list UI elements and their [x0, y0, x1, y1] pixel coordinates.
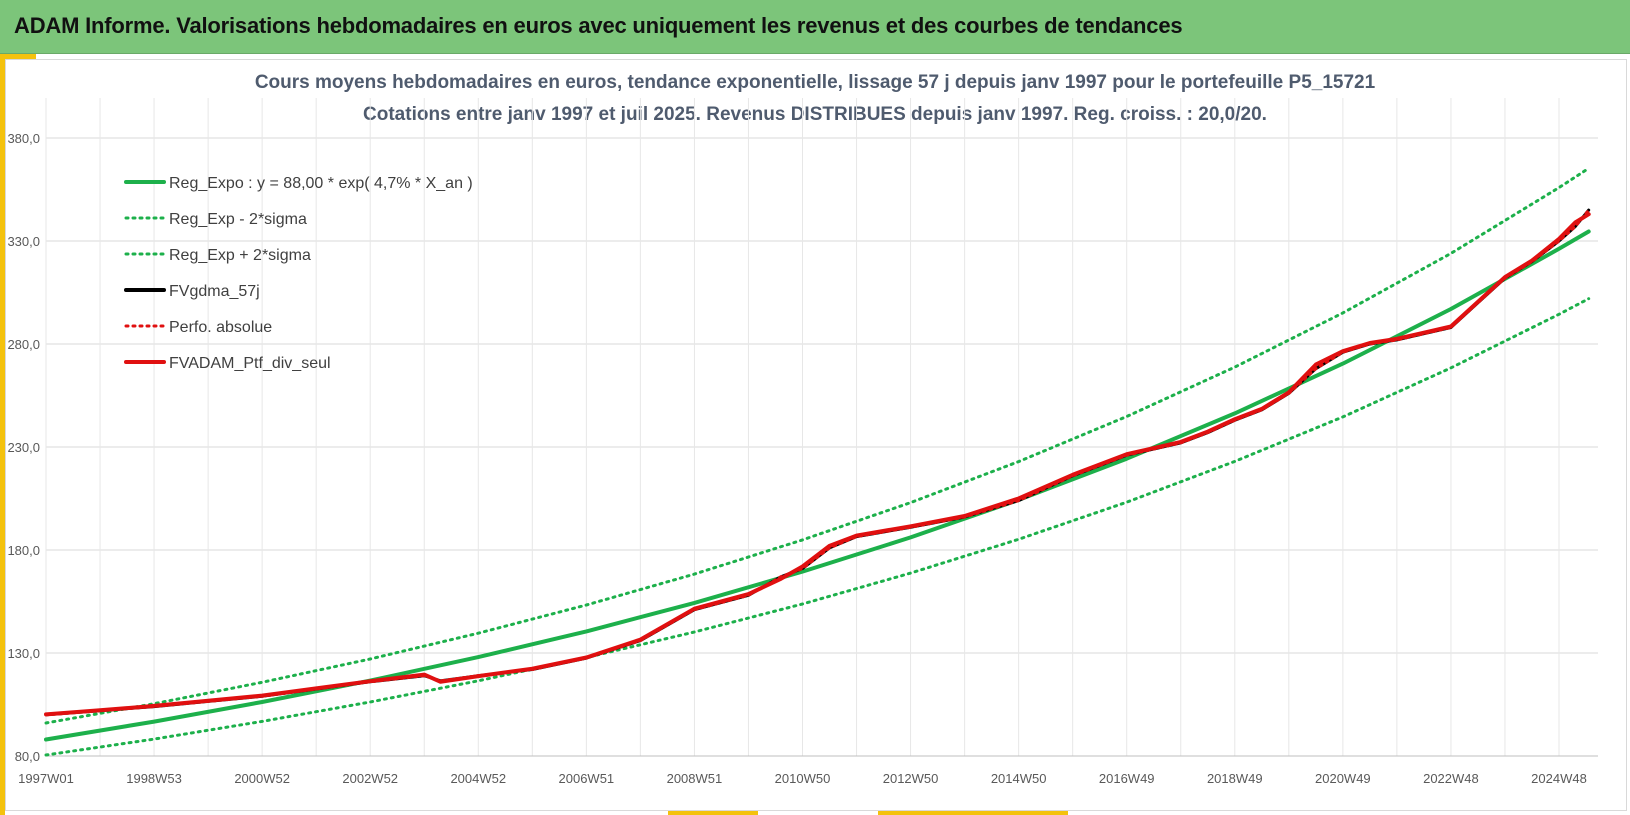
x-tick-label: 1997W01: [18, 771, 74, 786]
legend-label: Reg_Exp - 2*sigma: [169, 211, 307, 228]
x-tick-label: 2008W51: [667, 771, 723, 786]
series-line-3: [44, 208, 1591, 717]
x-tick-label: 2016W49: [1099, 771, 1155, 786]
chart-subtitle: Cotations entre janv 1997 et juil 2025. …: [363, 104, 1267, 125]
legend-label: Reg_Expo : y = 88,00 * exp( 4,7% * X_an …: [169, 175, 473, 192]
x-tick-label: 2006W51: [559, 771, 615, 786]
legend: Reg_Expo : y = 88,00 * exp( 4,7% * X_an …: [124, 175, 473, 372]
x-tick-label: 2022W48: [1423, 771, 1479, 786]
x-tick-label: 2000W52: [234, 771, 290, 786]
chart-frame: [5, 59, 1627, 811]
report-title: ADAM Informe. Valorisations hebdomadaire…: [14, 13, 1183, 38]
y-tick-label: 330,0: [7, 234, 40, 249]
axis-layer: 80,0 130,0 180,0 230,0 280,0 330,0 380,0 1997W0…: [7, 131, 1598, 786]
report-header: ADAM Informe. Valorisations hebdomadaire…: [0, 0, 1630, 54]
series-line-4: [44, 208, 1591, 717]
series-line-2: [44, 166, 1591, 725]
y-tick-label: 180,0: [7, 543, 40, 558]
legend-label: Reg_Exp + 2*sigma: [169, 247, 311, 264]
x-tick-label: 2010W50: [775, 771, 831, 786]
series-line-0: [44, 229, 1591, 742]
x-tick-label: 2018W49: [1207, 771, 1263, 786]
x-tick-label: 2004W52: [450, 771, 506, 786]
legend-label: Perfo. absolue: [169, 319, 272, 336]
legend-label: FVADAM_Ptf_div_seul: [169, 355, 331, 372]
accent-bar-left: [0, 54, 5, 815]
accent-bar-bottom-2: [878, 811, 1068, 815]
accent-bar-top: [0, 54, 36, 59]
x-tick-label: 2014W50: [991, 771, 1047, 786]
legend-label: FVgdma_57j: [169, 283, 260, 300]
y-tick-label: 280,0: [7, 337, 40, 352]
y-tick-label: 130,0: [7, 646, 40, 661]
x-tick-label: 2002W52: [342, 771, 398, 786]
y-tick-label: 230,0: [7, 440, 40, 455]
y-tick-label: 380,0: [7, 131, 40, 146]
series-line-1: [44, 297, 1591, 757]
x-tick-label: 2024W48: [1531, 771, 1587, 786]
grid-layer: [45, 98, 1598, 757]
series-layer: [44, 166, 1591, 757]
chart-title: Cours moyens hebdomadaires en euros, ten…: [254, 72, 1376, 93]
accent-bar-bottom-1: [668, 811, 758, 815]
y-tick-label: 80,0: [15, 749, 40, 764]
x-tick-label: 2012W50: [883, 771, 939, 786]
x-tick-label: 1998W53: [126, 771, 182, 786]
x-tick-label: 2020W49: [1315, 771, 1371, 786]
series-line-5: [44, 212, 1591, 717]
